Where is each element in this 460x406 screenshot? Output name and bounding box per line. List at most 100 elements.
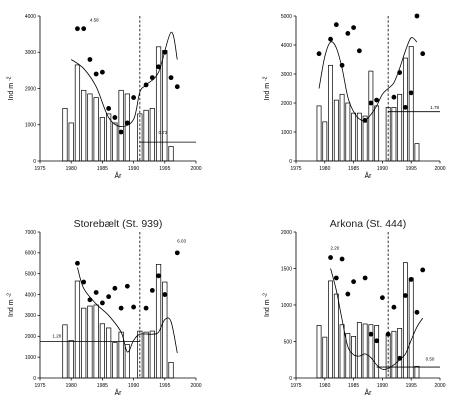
bar (106, 113, 112, 162)
y-axis-label-text: Ind m (8, 298, 15, 317)
x-tick-label: 2000 (190, 166, 201, 172)
data-point (174, 84, 180, 90)
y-axis-label-text: Ind m (8, 81, 15, 100)
y-tick-label: 6000 (25, 251, 36, 257)
data-point (403, 104, 408, 110)
data-point (414, 309, 420, 315)
bar (74, 64, 81, 162)
data-point (345, 31, 351, 36)
bar (322, 336, 328, 379)
bar (356, 322, 362, 379)
data-point (374, 97, 380, 103)
data-point (124, 283, 130, 289)
annotation-label: 2.20 (331, 246, 340, 251)
bar (118, 331, 124, 379)
y-axis-label-superscript: -2 (263, 76, 269, 81)
bar (328, 64, 333, 162)
bar (374, 325, 380, 379)
data-point (351, 279, 356, 285)
bar (316, 105, 322, 162)
y-axis-label-text: Ind m (264, 298, 271, 317)
bar (155, 46, 162, 162)
annotation-label: 1.20 (52, 333, 61, 338)
y-axis-label-superscript: -2 (7, 293, 13, 298)
data-point (124, 120, 130, 126)
y-tick-label: 4000 (281, 43, 292, 49)
data-point (106, 294, 112, 300)
y-tick-label: 2000 (25, 334, 36, 340)
x-axis-label: År (115, 388, 123, 397)
data-point (374, 338, 380, 344)
y-tick-label: 0 (289, 376, 292, 382)
x-tick-label: 2000 (434, 383, 445, 389)
annotation-label: 4.58 (90, 17, 99, 22)
x-tick-label: 1975 (290, 383, 301, 389)
y-axis-label: Ind m -2 (7, 293, 16, 317)
data-point (93, 290, 99, 295)
data-point (420, 51, 426, 57)
bar (112, 342, 118, 379)
x-tick-label: 1995 (159, 166, 170, 172)
y-tick-label: 1000 (281, 303, 292, 309)
bar (149, 108, 155, 162)
data-point (362, 118, 368, 123)
data-point (87, 57, 93, 62)
y-tick-label: 500 (284, 339, 293, 345)
annotation-label: 0.50 (426, 356, 435, 361)
bar (333, 99, 339, 162)
bar (112, 122, 118, 162)
bar (397, 328, 403, 379)
x-axis-label: År (115, 171, 123, 180)
data-point (397, 355, 403, 361)
data-point (174, 250, 180, 256)
y-tick-label: 4000 (25, 292, 36, 298)
y-tick-label: 4000 (25, 14, 36, 20)
data-point (131, 95, 137, 100)
y-tick-label: 5000 (25, 272, 36, 278)
trend-line (318, 37, 418, 122)
bar (74, 280, 81, 379)
x-tick-label: 1995 (406, 166, 417, 172)
y-tick-label: 2000 (281, 230, 292, 236)
y-tick-label: 5000 (281, 14, 292, 20)
bar (87, 305, 93, 379)
data-point (93, 71, 99, 77)
bar (339, 324, 345, 379)
y-axis-label: Ind m -2 (263, 293, 272, 317)
data-point (162, 292, 168, 297)
data-point (345, 291, 351, 297)
chart-panel-4: Arkona (St. 444) 1975 1980 1985 1990 1995 2000… (263, 218, 446, 397)
x-tick-label: 1985 (97, 166, 108, 172)
data-point (156, 64, 161, 70)
x-tick-label: 1980 (66, 383, 77, 389)
data-point (112, 285, 118, 291)
bar (351, 112, 357, 162)
data-point (414, 13, 420, 19)
trend-line (77, 267, 178, 354)
data-point (100, 300, 105, 306)
data-point (385, 331, 391, 337)
data-point (131, 304, 137, 310)
y-tick-label: 0 (33, 159, 36, 165)
y-tick-label: 1500 (281, 266, 292, 272)
data-point (75, 260, 80, 266)
bar (345, 102, 351, 162)
chart-panel-2: 1975 1980 1985 1990 1995 2000 0 1000 2000 3000 400… (263, 13, 446, 180)
bar (322, 121, 328, 162)
x-tick-label: 1985 (97, 383, 108, 389)
data-point (100, 69, 105, 75)
data-point (403, 293, 408, 298)
y-tick-label: 1000 (25, 355, 36, 361)
y-tick-label: 2000 (281, 101, 292, 107)
data-point (112, 115, 118, 120)
bar (62, 324, 68, 379)
x-tick-label: 1990 (128, 383, 139, 389)
bar (99, 117, 105, 162)
bar (118, 89, 124, 162)
trend-line (330, 268, 424, 370)
data-point (397, 70, 403, 75)
bar (93, 97, 99, 162)
bar (408, 46, 414, 162)
bar (168, 362, 174, 379)
y-tick-label: 1000 (281, 130, 292, 136)
